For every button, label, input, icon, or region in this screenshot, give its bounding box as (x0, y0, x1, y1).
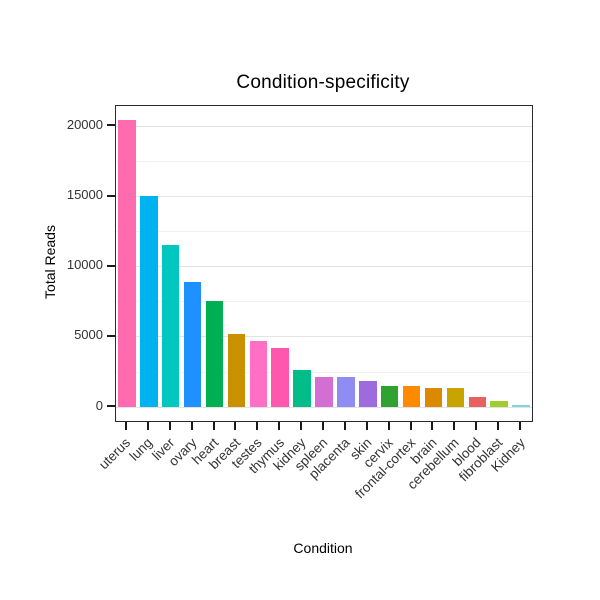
x-tick-mark (387, 422, 390, 430)
x-tick-mark (497, 422, 500, 430)
bar-cerebellum (446, 387, 465, 407)
x-tick-mark (234, 422, 237, 430)
y-tick-label: 15000 (66, 187, 103, 203)
bar-skin (359, 381, 377, 407)
gridline-minor (116, 231, 532, 233)
y-tick-label: 20000 (66, 116, 103, 132)
gridline-minor (116, 301, 532, 303)
y-tick-mark (107, 405, 115, 408)
plot-area (115, 105, 533, 422)
bar-ovary (183, 281, 202, 407)
x-tick-mark (322, 422, 324, 430)
x-tick-mark (365, 422, 368, 430)
x-tick-mark (212, 422, 215, 430)
y-tick-label: 5000 (74, 327, 103, 343)
bar-fibroblast (490, 401, 508, 407)
gridline-major (116, 125, 532, 127)
bar-lung (140, 196, 158, 407)
x-tick-mark (256, 422, 259, 430)
chart-title: Condition-specificity (236, 72, 410, 93)
bar-cervix (380, 385, 399, 407)
x-tick-mark (475, 422, 478, 430)
gridline-major (116, 266, 532, 268)
bars-container (116, 106, 532, 421)
bar-blood (468, 396, 487, 407)
gridline-minor (116, 161, 532, 163)
bar-heart (205, 301, 224, 407)
x-tick-mark (453, 422, 456, 430)
x-tick-mark (146, 422, 149, 430)
x-tick-mark (300, 422, 303, 430)
x-axis-title: Condition (293, 540, 353, 556)
bar-uterus (118, 120, 136, 407)
bar-kidney (293, 370, 311, 407)
x-tick-mark (190, 422, 193, 430)
x-tick-mark (278, 422, 281, 430)
y-tick-mark (107, 124, 115, 127)
bar-brain (424, 387, 443, 407)
x-tick-mark (124, 422, 127, 430)
x-tick-mark (519, 422, 522, 430)
bar-liver (161, 245, 180, 407)
bar-kidney (512, 405, 530, 407)
y-tick-mark (107, 194, 115, 197)
bar-placenta (337, 377, 355, 407)
bar-frontal-cortex (402, 386, 421, 407)
x-tick-mark (168, 422, 171, 430)
gridline-major (116, 336, 532, 338)
y-tick-mark (107, 264, 115, 267)
gridline-major (116, 196, 532, 198)
x-tick-mark (343, 422, 346, 430)
bar-spleen (315, 377, 333, 407)
y-tick-mark (107, 334, 115, 337)
bar-breast (227, 333, 246, 407)
bar-testes (249, 340, 268, 407)
bar-thymus (271, 348, 289, 407)
gridlines (116, 106, 532, 421)
gridline-minor (116, 371, 532, 373)
y-tick-label: 10000 (66, 257, 103, 273)
gridline-major (116, 406, 532, 408)
y-tick-label: 0 (95, 397, 103, 413)
x-tick-mark (409, 422, 412, 430)
x-tick-mark (431, 422, 434, 430)
